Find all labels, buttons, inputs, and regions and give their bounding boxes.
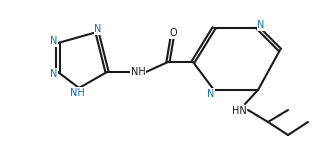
Text: N: N [257, 20, 265, 30]
Text: N: N [50, 36, 58, 46]
Text: N: N [94, 24, 102, 34]
Text: HN: HN [232, 106, 246, 116]
Text: O: O [169, 28, 177, 38]
Text: NH: NH [131, 67, 145, 77]
Text: N: N [50, 69, 58, 79]
Text: N: N [207, 89, 215, 99]
Text: NH: NH [69, 88, 85, 98]
